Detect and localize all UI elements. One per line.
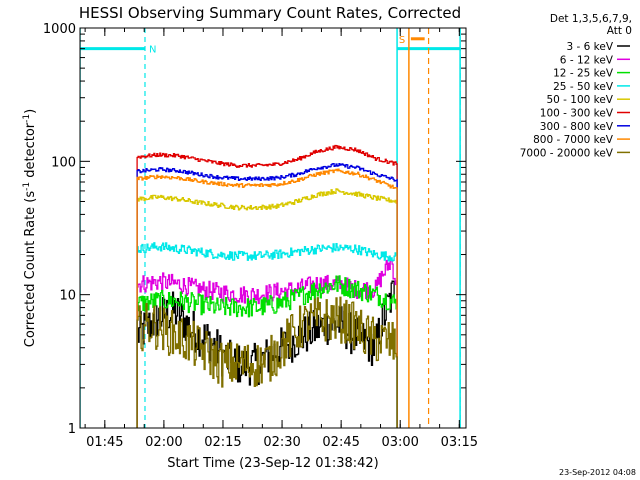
- x-tick-label: 02:00: [145, 435, 182, 450]
- legend-label: 100 - 300 keV: [540, 108, 614, 120]
- legend-label: 25 - 50 keV: [553, 81, 614, 93]
- y-axis-label-sup2: -1: [22, 114, 32, 123]
- legend-label: 6 - 12 keV: [560, 54, 614, 66]
- series-line-8: [136, 296, 398, 428]
- legend-label: 12 - 25 keV: [553, 68, 614, 80]
- y-tick-label: 100: [51, 155, 76, 170]
- y-axis-label-mid: detector: [23, 122, 38, 182]
- legend-header-line: Det 1,3,5,6,7,9,: [550, 13, 632, 25]
- axis-layer: 01:45 02:00 02:15 02:30 02:45 03:00 03:15 1 10 10…: [43, 22, 478, 450]
- chart-title: HESSI Observing Summary Count Rates, Cor…: [79, 4, 461, 22]
- series-line-2: [136, 275, 398, 428]
- x-tick-label: 03:00: [381, 435, 418, 450]
- x-tick-label: 02:15: [204, 435, 241, 450]
- x-tick-label: 02:45: [322, 435, 359, 450]
- series-line-7: [136, 168, 398, 428]
- legend-label: 800 - 7000 keV: [533, 134, 614, 146]
- y-tick-label: 1000: [43, 22, 76, 37]
- series-line-3: [136, 242, 398, 428]
- legend-header-line: Att 0: [607, 25, 632, 37]
- x-tick-label: 02:30: [263, 435, 300, 450]
- orange-bar-label: S: [399, 35, 405, 46]
- plot-frame: [79, 27, 467, 429]
- legend-label: 7000 - 20000 keV: [520, 147, 614, 159]
- y-axis-label-sup1: -1: [22, 182, 32, 191]
- footer-timestamp: 23-Sep-2012 04:08: [559, 468, 636, 477]
- x-tick-label: 01:45: [86, 435, 123, 450]
- y-axis-label-end: ): [23, 109, 38, 114]
- series-line-1: [136, 258, 398, 428]
- legend-label: 50 - 100 keV: [546, 94, 613, 106]
- y-tick-label: 10: [59, 289, 76, 304]
- y-axis-label: Corrected Count Rate (s-1 detector-1): [22, 109, 38, 347]
- series-line-4: [136, 188, 398, 428]
- series-layer: [136, 144, 398, 428]
- y-axis-label-main: Corrected Count Rate (s: [23, 191, 38, 348]
- legend-label: 3 - 6 keV: [566, 41, 613, 53]
- x-axis-label: Start Time (23-Sep-12 01:38:42): [167, 456, 378, 471]
- series-line-6: [136, 162, 398, 428]
- cyan-bar-label: N: [149, 45, 156, 56]
- legend-label: 300 - 800 keV: [540, 121, 614, 133]
- series-line-5: [136, 144, 398, 428]
- x-tick-label: 03:15: [441, 435, 478, 450]
- y-tick-label: 1: [68, 422, 76, 437]
